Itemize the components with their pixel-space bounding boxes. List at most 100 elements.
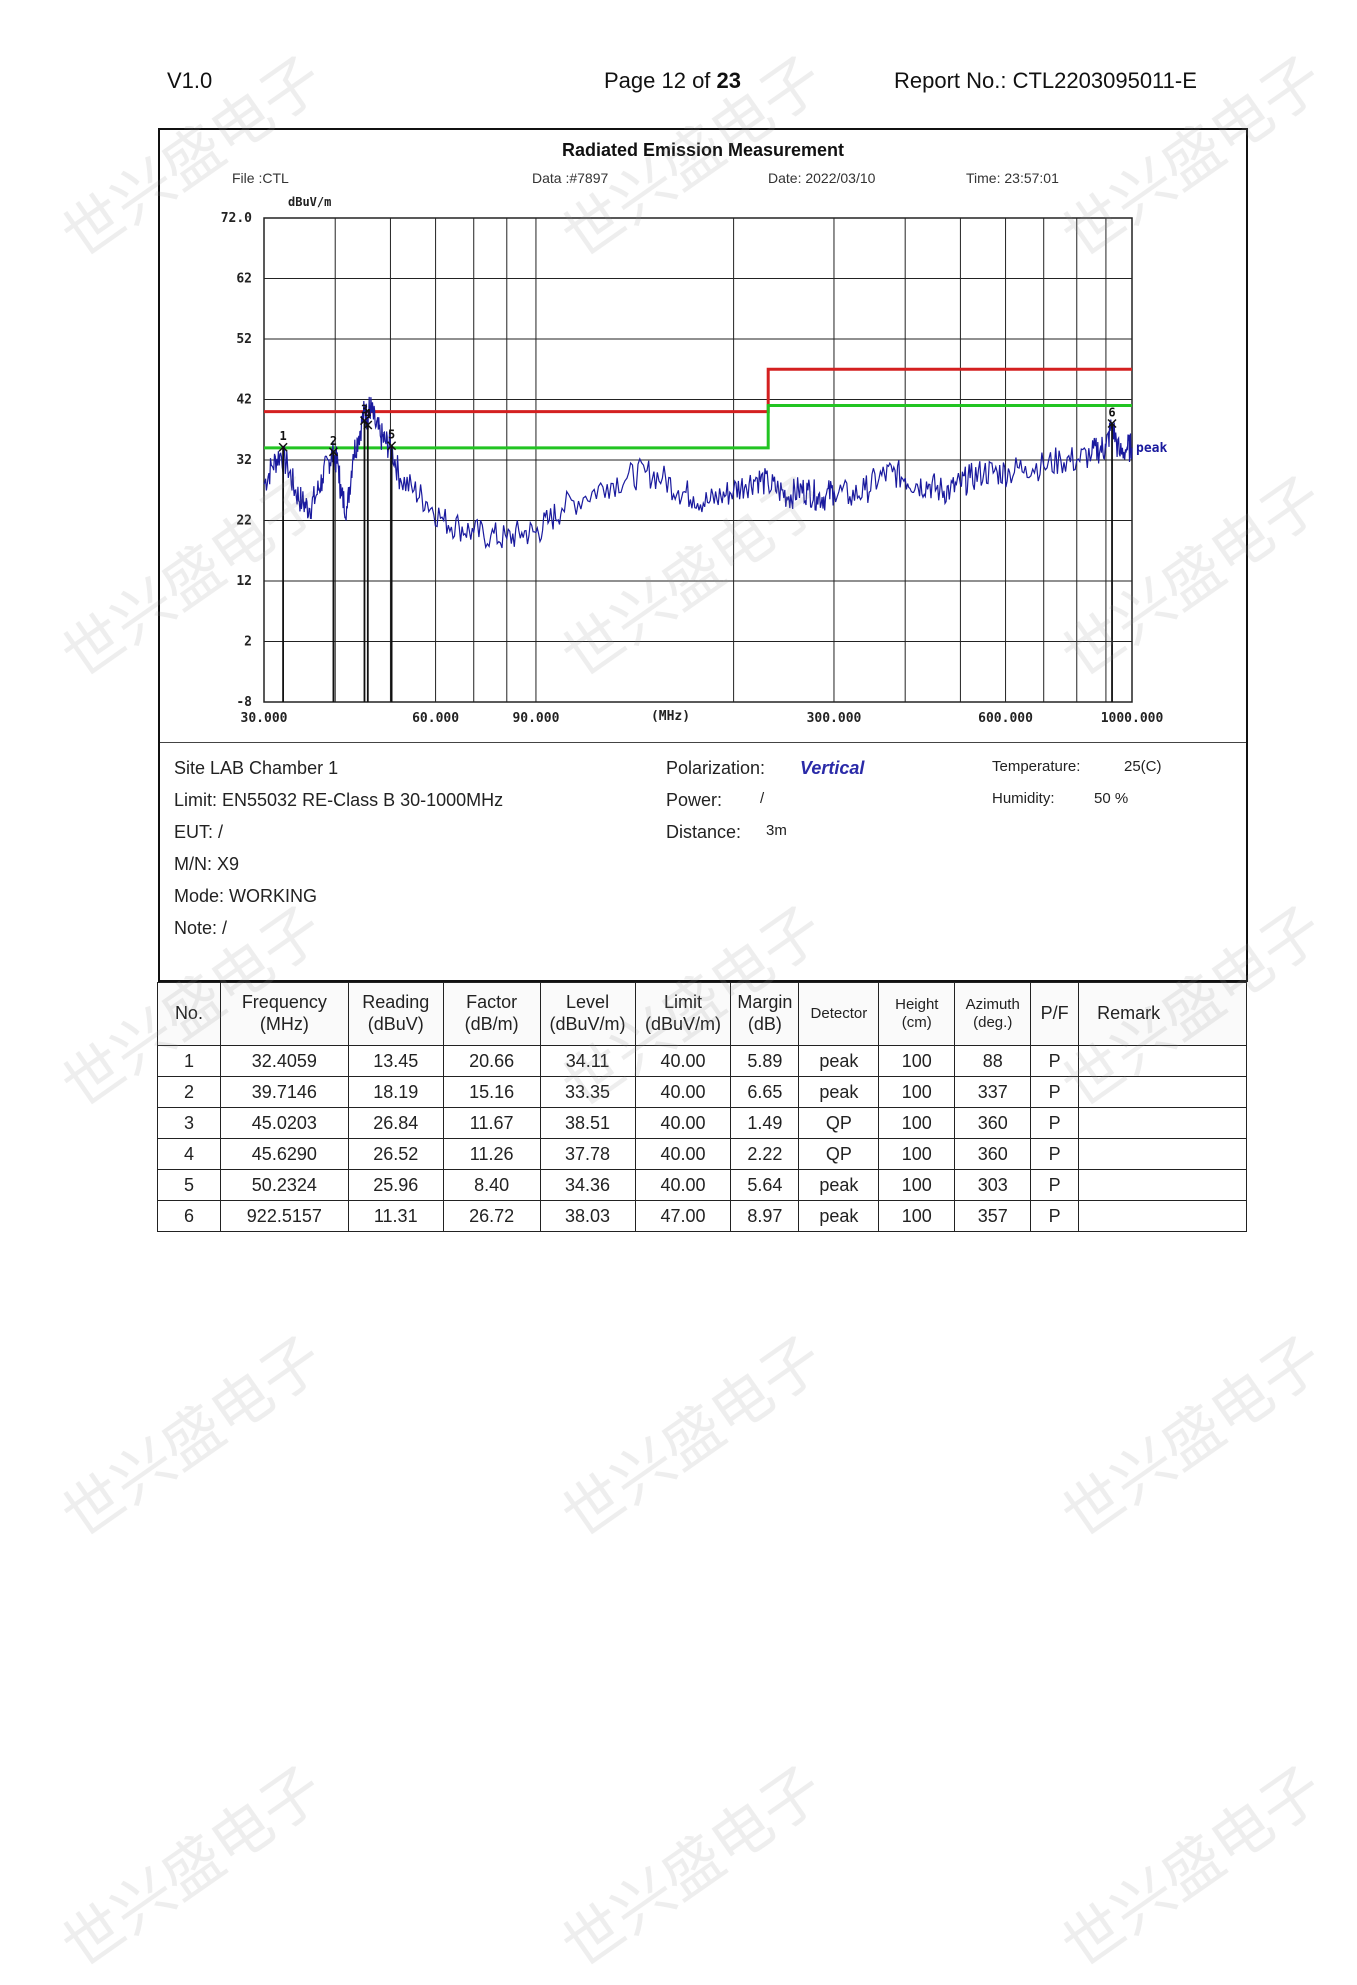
table-cell: 20.66 bbox=[442, 1045, 541, 1077]
table-cell: 100 bbox=[878, 1107, 956, 1139]
marker-label: 1 bbox=[279, 429, 286, 443]
table-cell: 50.2324 bbox=[219, 1169, 349, 1201]
page-header: V1.0 Page 12 of 23 Report No.: CTL220309… bbox=[0, 0, 1357, 110]
mn-info: M/N: X9 bbox=[174, 854, 240, 874]
table-cell: 5.64 bbox=[730, 1169, 800, 1201]
header-detector: Detector bbox=[798, 982, 880, 1046]
table-cell: peak bbox=[798, 1169, 880, 1201]
report-number: Report No.: CTL2203095011-E bbox=[894, 68, 1197, 93]
temperature-value: 25(C) bbox=[1124, 758, 1162, 775]
series-label: peak bbox=[1136, 441, 1167, 456]
meta-data: Data :#7897 bbox=[532, 170, 609, 186]
table-cell: 40.00 bbox=[634, 1045, 732, 1077]
x-tick-label: 90.000 bbox=[512, 711, 559, 726]
watermark-text: 世兴盛电子 bbox=[1050, 1754, 1335, 1982]
table-cell: 26.52 bbox=[347, 1138, 444, 1170]
marker-x bbox=[363, 420, 373, 430]
mode-info: Mode: WORKING bbox=[174, 886, 318, 906]
meta-time: Time: 23:57:01 bbox=[966, 170, 1059, 186]
y-tick-label: -8 bbox=[236, 695, 252, 710]
polarization-label: Polarization: bbox=[666, 758, 766, 778]
table-cell: 337 bbox=[954, 1076, 1032, 1108]
table-cell bbox=[1078, 1200, 1247, 1232]
table-cell: 360 bbox=[954, 1107, 1032, 1139]
header-height: Height (cm) bbox=[878, 982, 956, 1046]
watermark-text: 世兴盛电子 bbox=[50, 1324, 335, 1552]
limit-info: Limit: EN55032 RE-Class B 30-1000MHz bbox=[174, 790, 504, 810]
marker-x bbox=[359, 416, 370, 426]
table-cell: 8.40 bbox=[442, 1169, 541, 1201]
table-cell: 2.22 bbox=[730, 1138, 800, 1170]
table-row: 1 32.4059 13.45 20.66 34.11 40.00 5.89 peak 100 8… bbox=[157, 1045, 1247, 1077]
table-row: 3 45.0203 26.84 11.67 38.51 40.00 1.49 QP 100 360… bbox=[157, 1107, 1247, 1139]
marker-label: 4 bbox=[364, 407, 371, 421]
x-tick-label: 60.000 bbox=[412, 711, 459, 726]
table-cell: 357 bbox=[954, 1200, 1032, 1232]
watermark-text: 世兴盛电子 bbox=[1050, 1324, 1335, 1552]
limit-line bbox=[264, 367, 1132, 414]
header-level: Level (dBuV/m) bbox=[539, 982, 636, 1046]
watermark-text: 世兴盛电子 bbox=[550, 1754, 835, 1982]
table-header-row: No. Frequency (MHz) Reading (dBuV) Factor(… bbox=[157, 982, 1247, 1046]
header-reading: Reading (dBuV) bbox=[347, 982, 444, 1046]
table-cell: 34.36 bbox=[539, 1169, 636, 1201]
table-cell: 4 bbox=[157, 1138, 221, 1170]
meta-file: File :CTL bbox=[232, 170, 289, 186]
table-cell: 11.31 bbox=[347, 1200, 444, 1232]
table-cell bbox=[1078, 1107, 1247, 1139]
power-label: Power: bbox=[666, 790, 723, 810]
distance-label: Distance: bbox=[666, 822, 742, 842]
temperature-label: Temperature: bbox=[992, 758, 1081, 775]
y-tick-label: 2 bbox=[244, 635, 252, 650]
table-cell: 922.5157 bbox=[219, 1200, 349, 1232]
x-tick-label: 1000.000 bbox=[1101, 711, 1164, 726]
table-cell: P bbox=[1030, 1107, 1080, 1139]
page-indicator: Page 12 of 23 bbox=[604, 68, 741, 94]
table-cell: 26.84 bbox=[347, 1107, 444, 1139]
chart-title: Radiated Emission Measurement bbox=[561, 140, 845, 160]
table-cell bbox=[1078, 1076, 1247, 1108]
table-cell: P bbox=[1030, 1138, 1080, 1170]
table-cell: 1.49 bbox=[730, 1107, 800, 1139]
marker-x bbox=[328, 447, 338, 457]
x-tick-label: 30.000 bbox=[241, 711, 288, 726]
header-frequency: Frequency (MHz) bbox=[219, 982, 349, 1046]
table-cell: 25.96 bbox=[347, 1169, 444, 1201]
header-no: No. bbox=[157, 982, 221, 1046]
table-cell: 38.51 bbox=[539, 1107, 636, 1139]
table-cell: 88 bbox=[954, 1045, 1032, 1077]
table-cell: 5.89 bbox=[730, 1045, 800, 1077]
header-pf: P/F bbox=[1030, 982, 1080, 1046]
x-tick-label: 600.000 bbox=[978, 711, 1033, 726]
humidity-value: 50 % bbox=[1094, 790, 1129, 807]
table-cell: 26.72 bbox=[442, 1200, 541, 1232]
table-cell: 40.00 bbox=[634, 1107, 732, 1139]
table-cell: 32.4059 bbox=[219, 1045, 349, 1077]
table-cell bbox=[1078, 1045, 1247, 1077]
marker-label: 6 bbox=[1108, 406, 1115, 420]
table-cell: 100 bbox=[878, 1138, 956, 1170]
frame-divider bbox=[160, 742, 1246, 743]
table-cell: 8.97 bbox=[730, 1200, 800, 1232]
results-table: No. Frequency (MHz) Reading (dBuV) Factor(… bbox=[157, 982, 1247, 1232]
table-cell: 38.03 bbox=[539, 1200, 636, 1232]
marker-x bbox=[278, 442, 288, 452]
table-cell bbox=[1078, 1138, 1247, 1170]
table-cell: 6.65 bbox=[730, 1076, 800, 1108]
table-cell: 3 bbox=[157, 1107, 221, 1139]
table-cell: QP bbox=[798, 1138, 880, 1170]
y-tick-label: 72.0 bbox=[221, 211, 252, 226]
table-cell: 15.16 bbox=[442, 1076, 541, 1108]
header-margin: Margin (dB) bbox=[730, 982, 800, 1046]
watermark-text: 世兴盛电子 bbox=[550, 1324, 835, 1552]
page-total: 23 bbox=[716, 68, 742, 93]
table-cell: QP bbox=[798, 1107, 880, 1139]
table-cell: 100 bbox=[878, 1076, 956, 1108]
table-row: 4 45.6290 26.52 11.26 37.78 40.00 2.22 QP 100 360… bbox=[157, 1138, 1247, 1170]
table-row: 5 50.2324 25.96 8.40 34.36 40.00 5.64 peak 100 30… bbox=[157, 1169, 1247, 1201]
table-cell: peak bbox=[798, 1045, 880, 1077]
table-cell bbox=[1078, 1169, 1247, 1201]
table-cell: 39.7146 bbox=[219, 1076, 349, 1108]
table-cell: 45.0203 bbox=[219, 1107, 349, 1139]
header-azimuth: Azimuth (deg.) bbox=[954, 982, 1032, 1046]
